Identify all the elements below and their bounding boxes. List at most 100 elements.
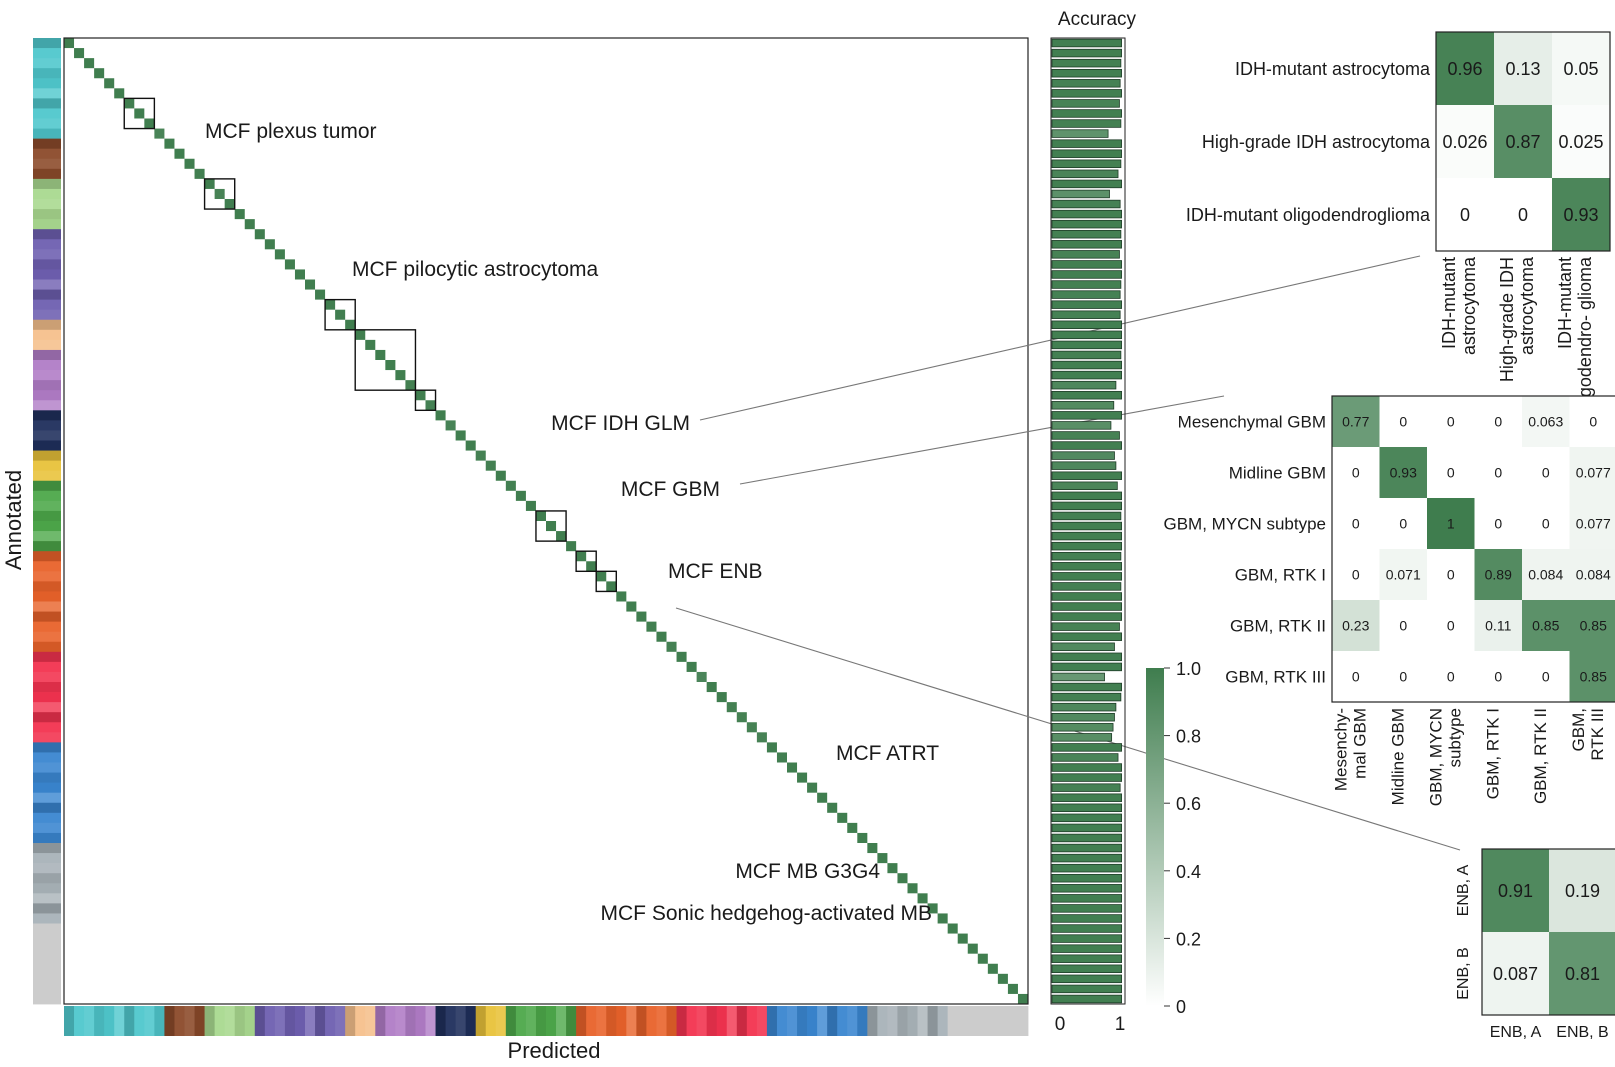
- annotated-class-swatch: [33, 923, 61, 934]
- annotated-class-swatch: [33, 470, 61, 482]
- heatmap-value: 0.77: [1342, 414, 1369, 430]
- diagonal-cell: [947, 923, 958, 934]
- annotated-class-swatch: [33, 772, 61, 784]
- predicted-class-swatch: [676, 1006, 687, 1036]
- accuracy-bar: [1051, 240, 1122, 249]
- predicted-class-swatch: [144, 1006, 155, 1036]
- heatmap-cell: [1549, 932, 1615, 1015]
- predicted-class-swatch: [756, 1006, 768, 1036]
- heatmap-value: 0: [1352, 516, 1360, 532]
- accuracy-bar: [1051, 380, 1117, 390]
- annotated-class-swatch: [33, 98, 61, 109]
- heatmap-value: 0: [1447, 414, 1455, 430]
- accuracy-bar: [1051, 310, 1121, 319]
- heatmap-cell: [1436, 178, 1494, 251]
- annotated-class-swatch: [33, 58, 61, 69]
- heatmap-value: 0.025: [1558, 132, 1603, 152]
- annotated-class-swatch: [33, 621, 61, 633]
- accuracy-bar: [1051, 733, 1113, 742]
- annotated-class-swatch: [33, 420, 61, 431]
- accuracy-bar: [1051, 360, 1122, 370]
- heatmap-col-label: IDH-mutant: [1439, 257, 1459, 349]
- heatmap-value: 0: [1447, 567, 1455, 583]
- predicted-class-swatch: [535, 1006, 547, 1036]
- colorbar: [1146, 668, 1164, 1006]
- heatmap-cell: [1569, 447, 1615, 498]
- diagonal-cell: [997, 973, 1008, 984]
- heatmap-col-label: ENB, A: [1490, 1024, 1542, 1041]
- heatmap-cell: [1569, 651, 1615, 702]
- predicted-class-swatch: [315, 1006, 326, 1036]
- predicted-class-swatch: [375, 1006, 386, 1036]
- predicted-class-swatch: [164, 1006, 175, 1036]
- predicted-class-swatch: [776, 1006, 788, 1036]
- annotated-class-swatch: [33, 913, 61, 924]
- diagonal-cell: [857, 832, 868, 843]
- heatmap-value: 0: [1494, 414, 1502, 430]
- accuracy-bar: [1051, 139, 1122, 148]
- colorbar-tick-label: 0.4: [1176, 862, 1201, 882]
- cluster-label: MCF ENB: [668, 560, 763, 583]
- annotated-class-swatch: [33, 601, 61, 612]
- annotated-class-swatch: [33, 943, 61, 955]
- annotated-class-swatch: [33, 571, 61, 582]
- leader-line: [739, 395, 1225, 485]
- y-axis-label: Annotated: [1, 470, 26, 570]
- heatmap-cell: [1569, 498, 1615, 549]
- predicted-class-swatch: [847, 1006, 858, 1036]
- predicted-class-swatch: [214, 1006, 226, 1036]
- diagonal-cell: [475, 450, 486, 461]
- heatmap-cell: [1474, 651, 1522, 702]
- diagonal-cell: [405, 380, 416, 391]
- annotated-class-swatch: [33, 722, 61, 733]
- predicted-class-swatch: [937, 1006, 949, 1036]
- annotated-class-swatch: [33, 712, 61, 723]
- predicted-class-swatch: [455, 1006, 467, 1036]
- annotated-class-swatch: [33, 682, 61, 693]
- annotated-class-swatch: [33, 148, 61, 160]
- heatmap-value: 0.084: [1576, 567, 1611, 583]
- diagonal-cell: [184, 158, 195, 169]
- predicted-class-swatch: [244, 1006, 256, 1036]
- heatmap-value: 0.87: [1505, 132, 1540, 152]
- annotated-class-swatch: [33, 48, 61, 59]
- accuracy-bar: [1051, 712, 1115, 722]
- predicted-class-swatch: [94, 1006, 105, 1036]
- heatmap-value: 0: [1542, 516, 1550, 532]
- accuracy-bar: [1051, 501, 1122, 511]
- heatmap-cell: [1549, 849, 1615, 932]
- diagonal-cell: [294, 269, 305, 280]
- annotated-class-swatch: [33, 732, 61, 743]
- diagonal-cell: [284, 259, 295, 270]
- annotated-class-swatch: [33, 893, 61, 904]
- heatmap-value: 0.93: [1390, 465, 1417, 481]
- heatmap-row-label: Mesenchymal GBM: [1178, 412, 1326, 431]
- heatmap-cell: [1494, 178, 1552, 251]
- heatmap-row-label: Midline GBM: [1229, 463, 1326, 482]
- diagonal-cell: [897, 873, 908, 884]
- diagonal-cell: [566, 541, 577, 552]
- accuracy-bar: [1051, 793, 1122, 802]
- accuracy-bar: [1051, 642, 1115, 652]
- diagonal-cell: [1007, 983, 1018, 994]
- diagonal-cell: [586, 561, 597, 572]
- heatmap-cell: [1379, 447, 1427, 498]
- annotated-class-swatch: [33, 370, 61, 381]
- accuracy-bar: [1051, 250, 1120, 259]
- predicted-class-swatch: [907, 1006, 918, 1036]
- diagonal-cell: [666, 641, 677, 652]
- heatmap-gbm: 0.77 0 0 0 0.063 0 0 0.93 0 0 0 0.077 0 0 1 0 0 0.077 0 0.0…: [1164, 395, 1615, 806]
- annotated-class-swatch: [33, 249, 61, 260]
- heatmap-value: 0.11: [1485, 618, 1511, 634]
- heatmap-row-label: IDH-mutant astrocytoma: [1235, 59, 1431, 79]
- diagonal-cell: [355, 329, 366, 340]
- heatmap-cell: [1522, 498, 1570, 549]
- accuracy-bar: [1051, 119, 1122, 128]
- diagonal-cell: [495, 470, 506, 481]
- heatmap-cell: [1482, 932, 1549, 1015]
- diagonal-cell: [224, 199, 235, 210]
- heatmap-cell: [1379, 396, 1427, 447]
- heatmap-value: 0.19: [1565, 881, 1600, 901]
- cluster-box: [203, 178, 236, 210]
- accuracy-bars: [1051, 38, 1122, 1004]
